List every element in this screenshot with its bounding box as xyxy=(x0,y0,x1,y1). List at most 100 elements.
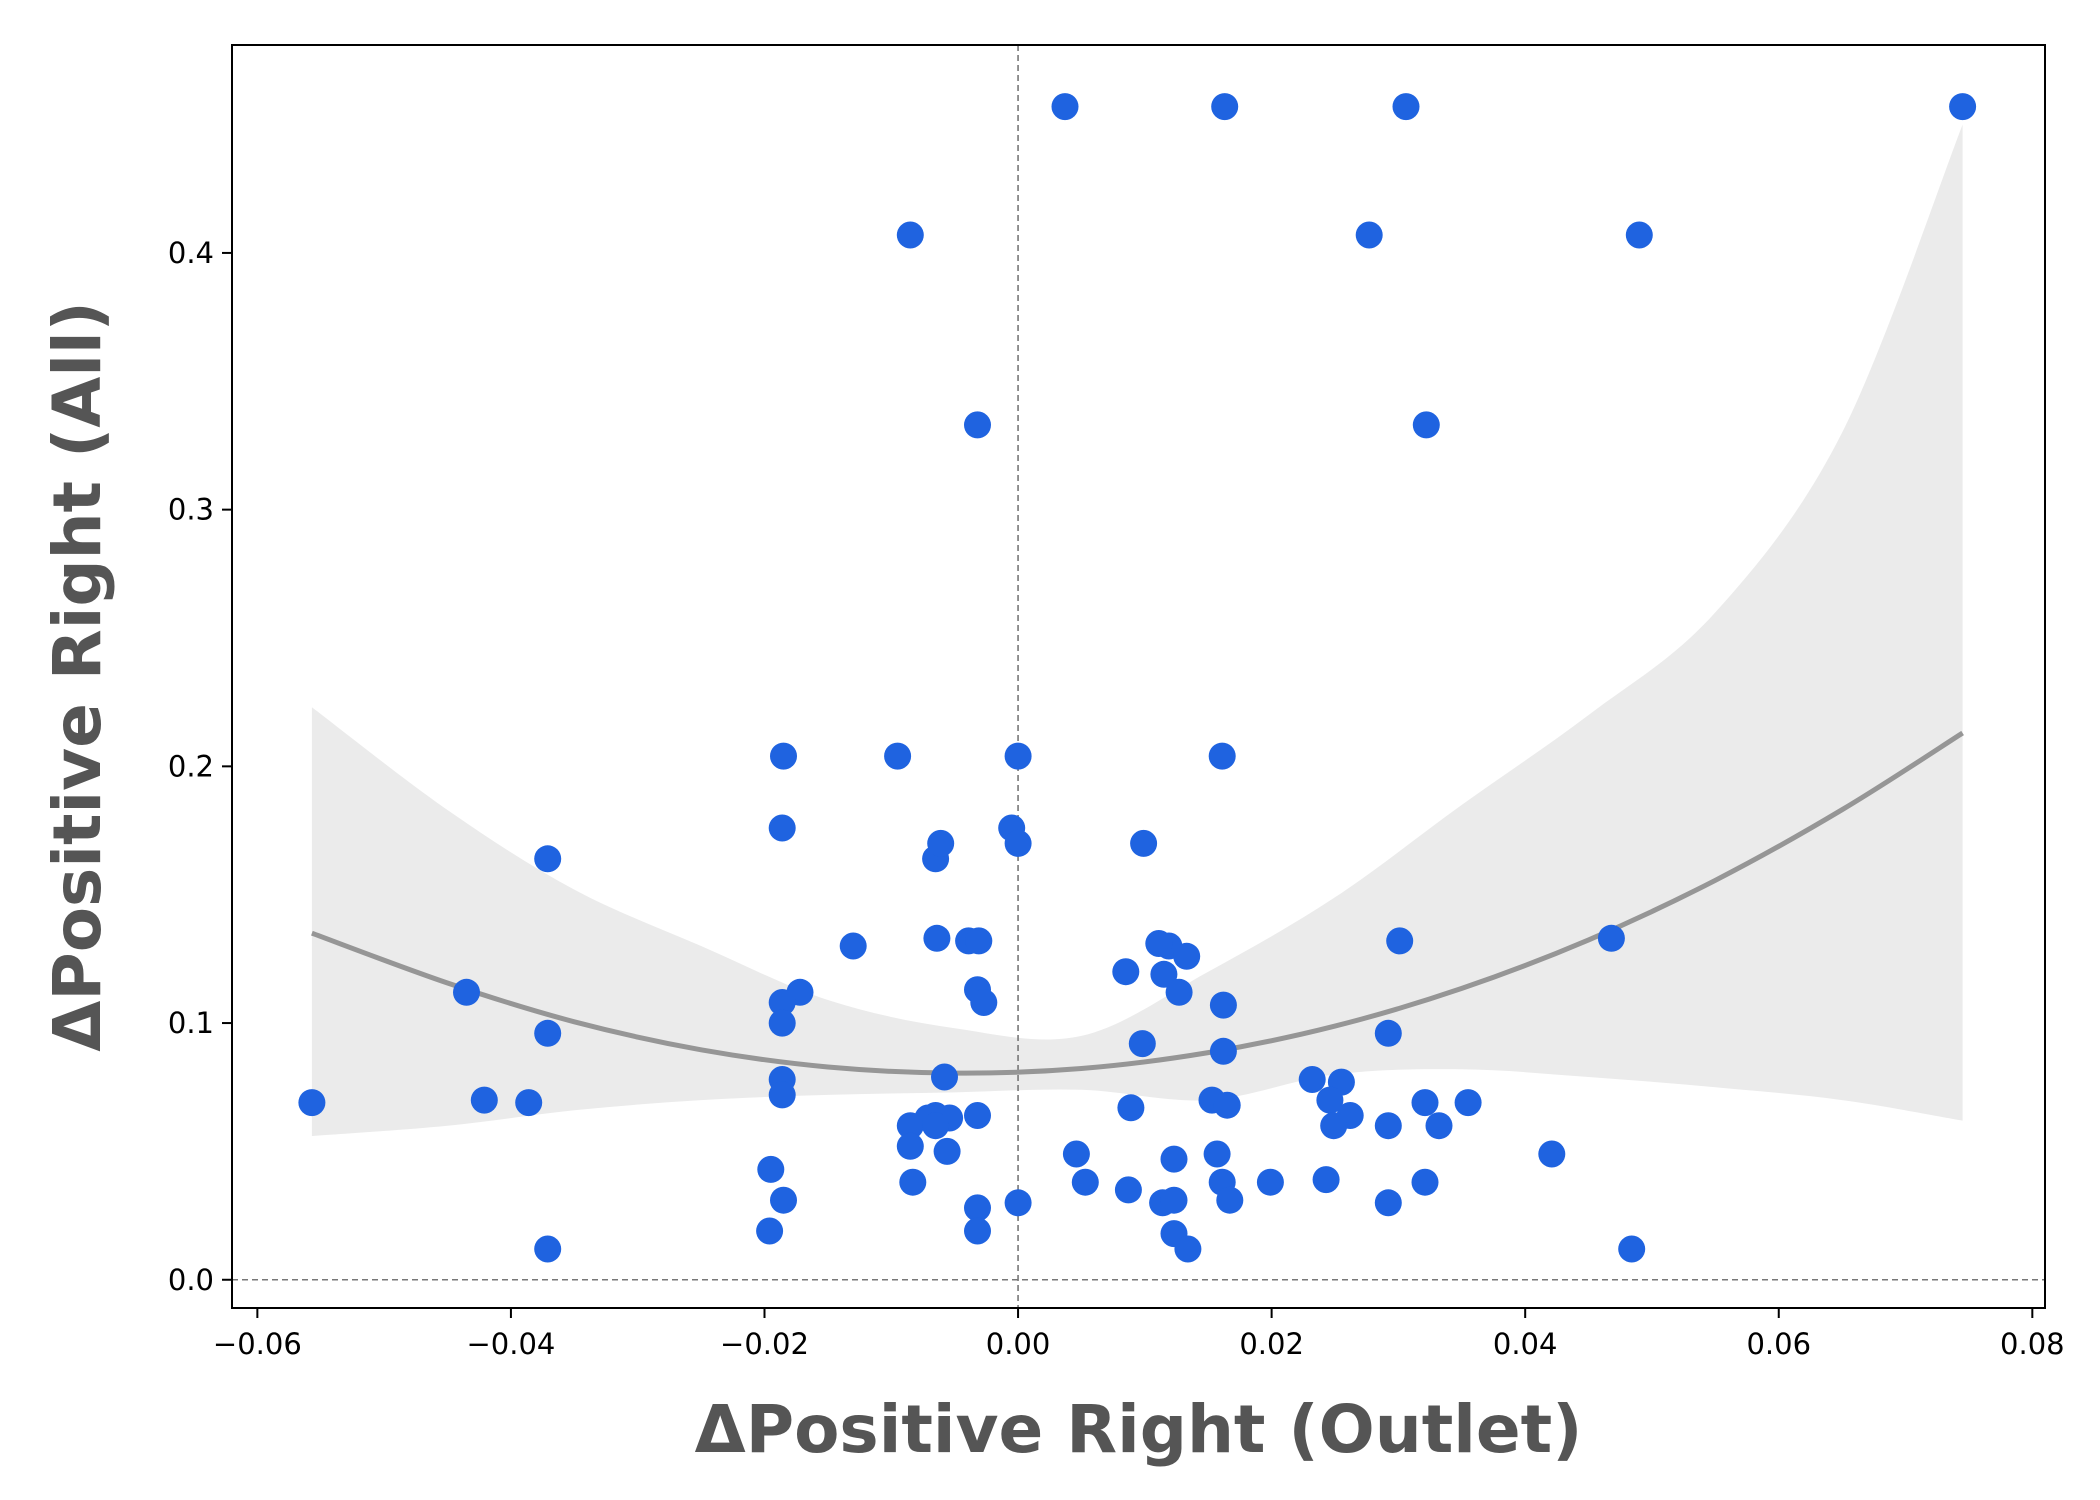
data-point xyxy=(933,1137,961,1165)
data-point xyxy=(899,1168,927,1196)
data-point xyxy=(964,1194,991,1222)
data-point xyxy=(923,924,951,952)
data-point xyxy=(896,1132,924,1160)
data-point xyxy=(1216,1186,1244,1214)
data-point xyxy=(1411,1168,1439,1196)
data-point xyxy=(1117,1094,1145,1122)
data-point xyxy=(1949,93,1977,121)
reference-lines-layer xyxy=(232,45,2045,1308)
data-point xyxy=(1173,942,1201,970)
data-point xyxy=(1618,1235,1646,1263)
data-point xyxy=(1411,1089,1439,1117)
data-point xyxy=(964,411,991,439)
data-point xyxy=(756,1217,784,1245)
data-point xyxy=(1454,1089,1482,1117)
data-point xyxy=(298,1089,326,1117)
data-point xyxy=(1412,411,1440,439)
data-point xyxy=(470,1086,498,1114)
data-point xyxy=(1145,930,1173,957)
data-point xyxy=(1312,1166,1340,1194)
y-tick-label: 0.3 xyxy=(168,493,214,527)
x-tick-label: 0.04 xyxy=(1493,1327,1558,1361)
data-point xyxy=(1051,93,1079,121)
data-point xyxy=(1160,1145,1188,1173)
data-point xyxy=(1213,1091,1241,1119)
data-point xyxy=(1256,1168,1284,1196)
data-point xyxy=(768,1009,796,1037)
data-point xyxy=(1211,93,1239,121)
data-point xyxy=(1165,978,1193,1006)
data-point xyxy=(768,989,796,1016)
y-axis-title: ΔPositive Right (All) xyxy=(39,301,116,1052)
data-point xyxy=(1355,221,1383,249)
data-point xyxy=(922,1112,950,1140)
x-tick-label: 0.08 xyxy=(2000,1327,2065,1361)
x-axis-ticks: −0.06 −0.04 −0.02 0.00 0.02 0.04 0.06 0.08 xyxy=(213,1308,2065,1361)
data-point xyxy=(896,1112,924,1140)
data-point xyxy=(1597,924,1625,952)
data-point xyxy=(1320,1112,1348,1140)
y-tick-label: 0.1 xyxy=(168,1006,214,1040)
data-point xyxy=(770,742,797,770)
x-tick-label: 0.02 xyxy=(1239,1327,1304,1361)
x-tick-label: −0.04 xyxy=(466,1327,555,1361)
data-point xyxy=(1374,1112,1402,1140)
y-tick-label: 0.4 xyxy=(168,236,214,270)
data-point xyxy=(964,1102,991,1129)
data-point xyxy=(1209,991,1237,1019)
data-point xyxy=(1150,960,1178,988)
data-point xyxy=(1425,1112,1453,1140)
data-point xyxy=(1004,1189,1032,1217)
x-tick-label: −0.02 xyxy=(720,1327,809,1361)
y-tick-label: 0.2 xyxy=(168,749,214,783)
data-point xyxy=(1298,1066,1326,1093)
data-point xyxy=(770,1186,797,1214)
data-point xyxy=(839,932,867,960)
data-point xyxy=(965,927,993,955)
confidence-band-layer xyxy=(311,124,1963,1137)
x-tick-label: 0.00 xyxy=(986,1327,1051,1361)
data-point xyxy=(1392,93,1420,121)
data-point xyxy=(1004,742,1032,770)
data-point xyxy=(964,1217,991,1245)
data-point xyxy=(1538,1140,1566,1168)
y-tick-label: 0.0 xyxy=(168,1263,214,1297)
data-point xyxy=(931,1063,958,1091)
fit-line xyxy=(311,730,1964,1076)
confidence-band xyxy=(311,124,1963,1137)
data-point xyxy=(1112,958,1140,986)
data-point xyxy=(515,1089,543,1117)
x-axis-title: ΔPositive Right (Outlet) xyxy=(695,1391,1583,1468)
plot-frame xyxy=(231,44,2046,1309)
data-point xyxy=(970,989,998,1016)
data-point xyxy=(768,814,796,842)
data-point xyxy=(534,1235,562,1263)
data-point xyxy=(884,742,912,770)
data-point xyxy=(1062,1140,1090,1168)
data-point xyxy=(1114,1176,1142,1204)
data-point xyxy=(1174,1235,1202,1263)
data-point xyxy=(1209,1037,1237,1065)
data-point xyxy=(534,845,562,873)
data-point xyxy=(534,1019,562,1047)
x-tick-label: −0.06 xyxy=(213,1327,302,1361)
y-axis-ticks: 0.0 0.1 0.2 0.3 0.4 xyxy=(168,236,232,1297)
fit-line-layer xyxy=(311,730,1964,1076)
data-point xyxy=(1386,927,1414,955)
x-tick-label: 0.06 xyxy=(1746,1327,1811,1361)
data-point xyxy=(1316,1086,1344,1114)
data-point xyxy=(927,829,955,857)
data-point xyxy=(1004,829,1032,857)
data-point xyxy=(1071,1168,1099,1196)
data-point xyxy=(1160,1186,1188,1214)
data-point xyxy=(1374,1019,1402,1047)
data-point xyxy=(896,221,924,249)
data-point xyxy=(1128,1030,1156,1058)
data-point xyxy=(1208,742,1236,770)
data-point xyxy=(1374,1189,1402,1217)
data-point xyxy=(1625,221,1653,249)
data-point xyxy=(757,1155,785,1183)
data-point xyxy=(1130,829,1158,857)
data-point xyxy=(1203,1140,1231,1168)
data-point xyxy=(768,1081,796,1109)
